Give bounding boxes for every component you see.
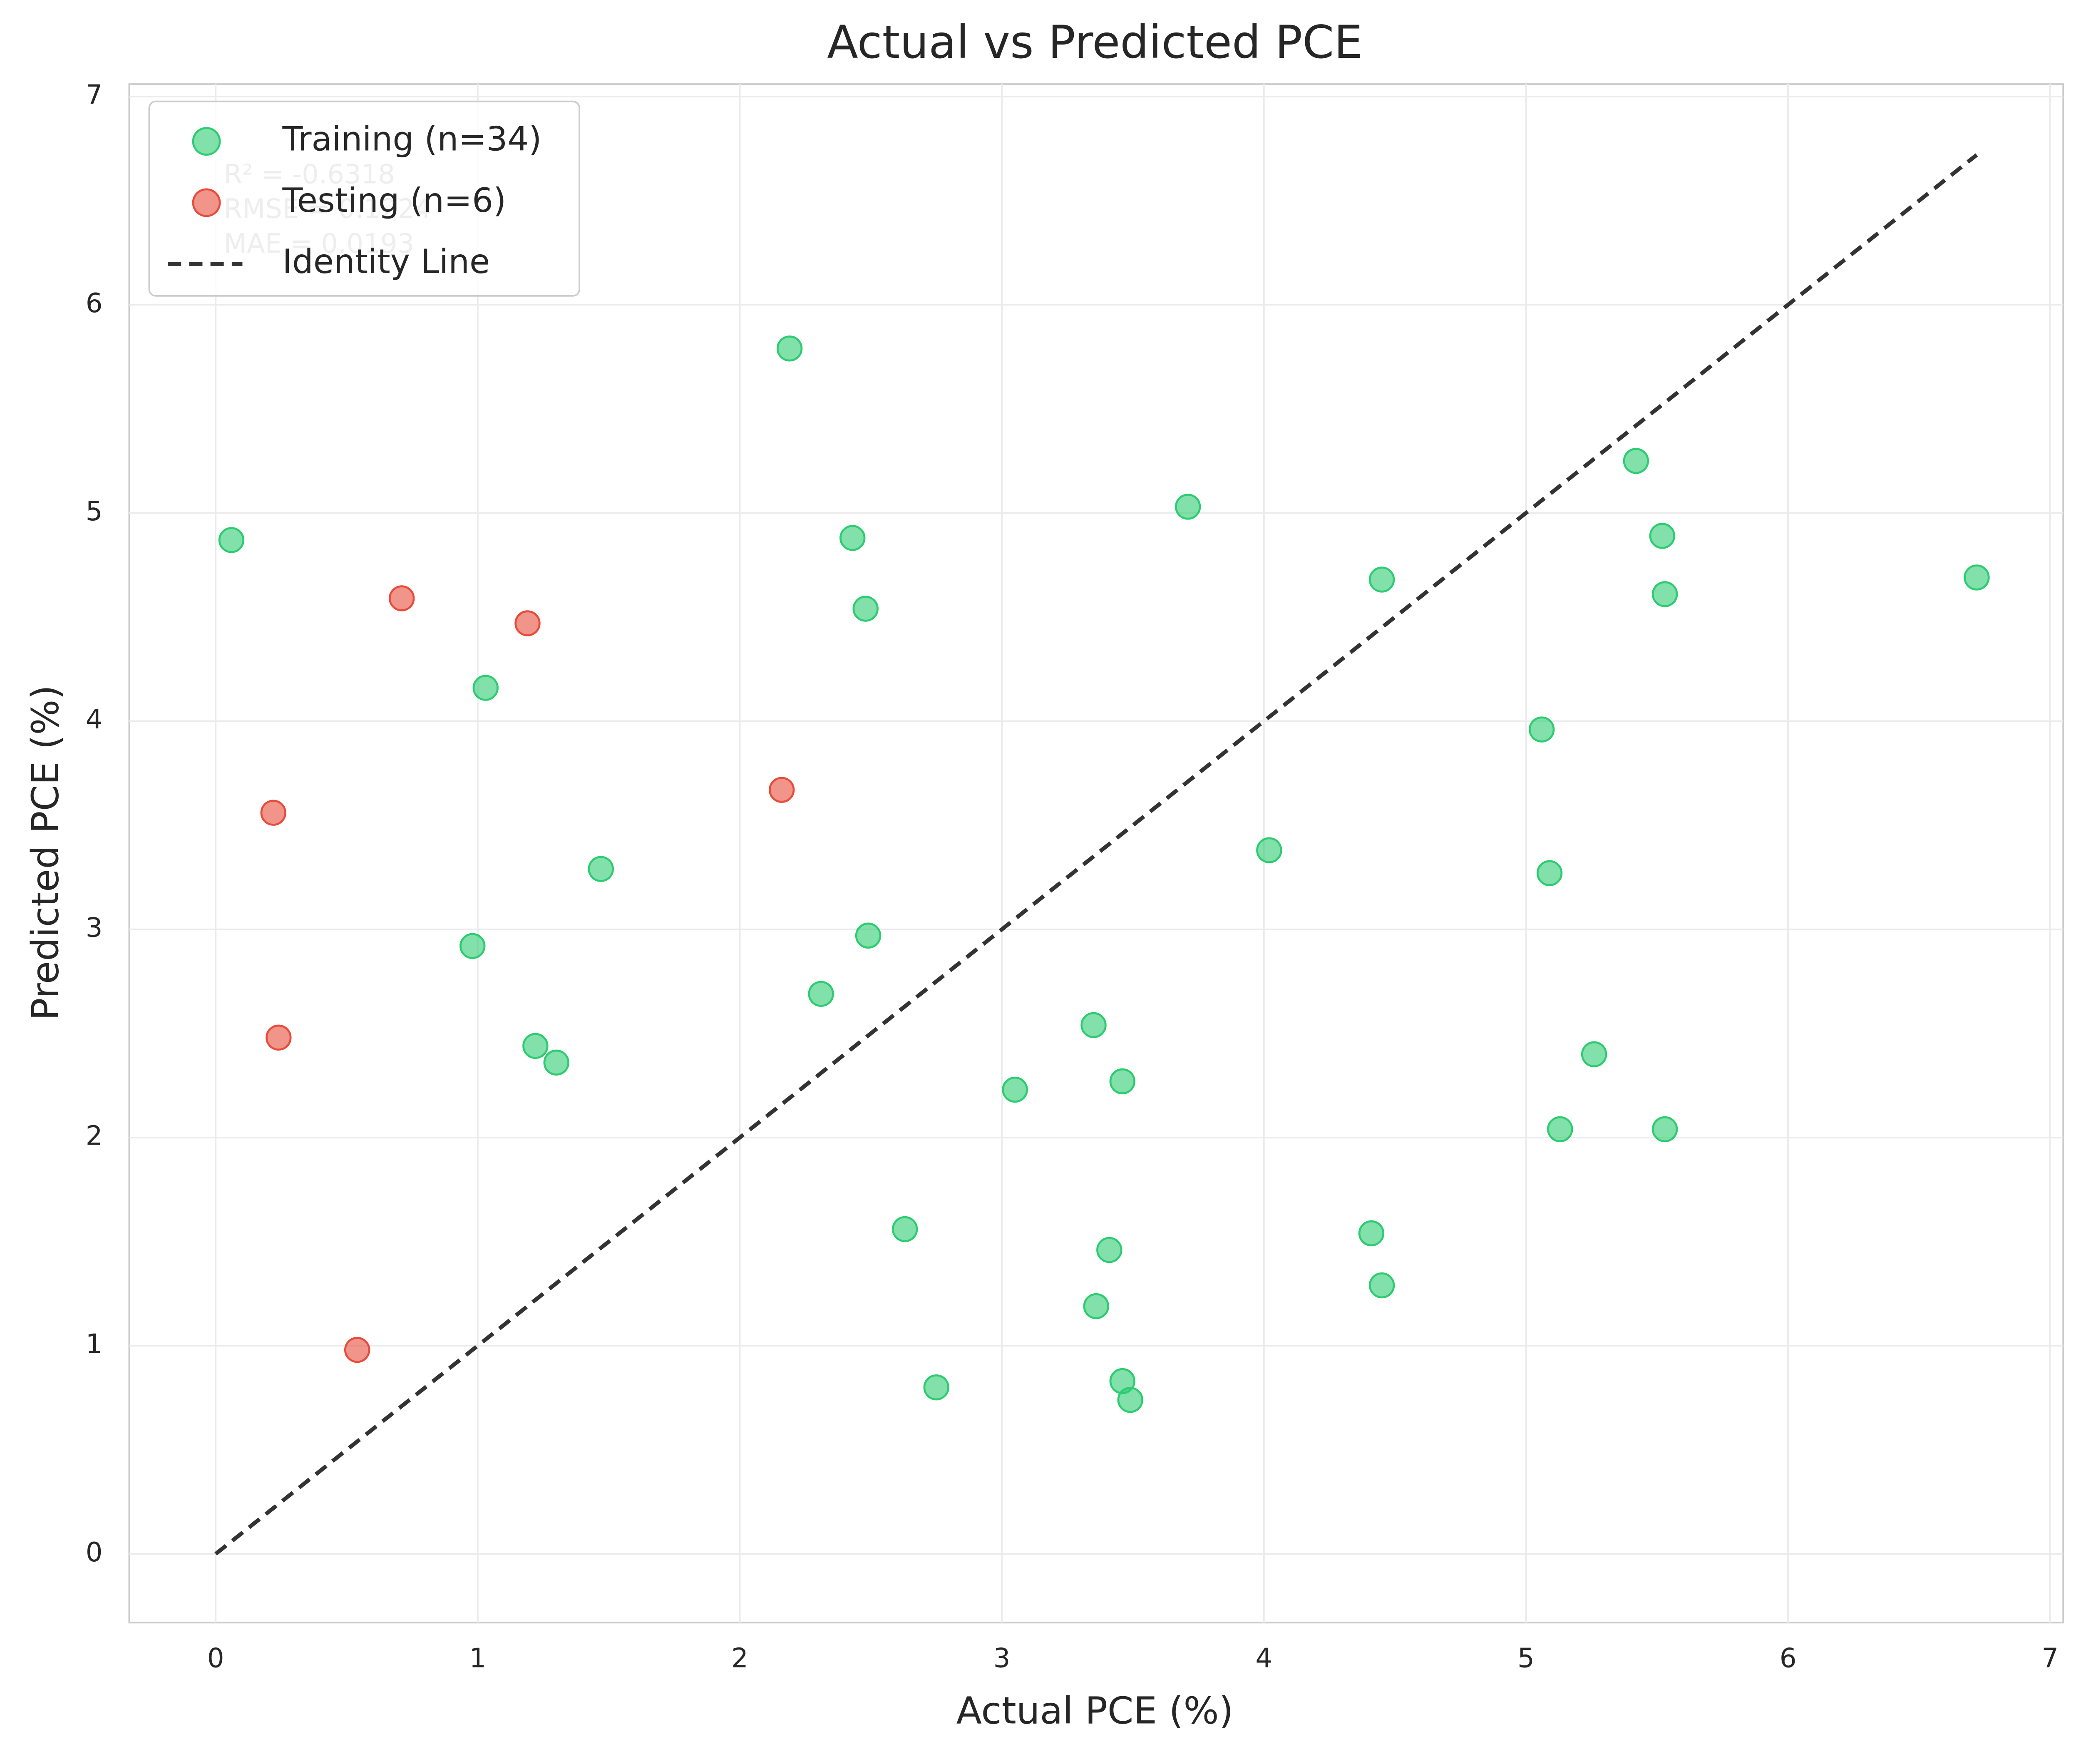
legend-swatch bbox=[192, 127, 221, 156]
legend-label: Testing (n=6) bbox=[282, 181, 506, 220]
legend-swatch bbox=[192, 188, 221, 217]
data-point bbox=[1547, 1116, 1573, 1143]
data-point bbox=[1080, 1012, 1107, 1039]
data-point bbox=[514, 610, 541, 636]
data-point bbox=[855, 922, 882, 949]
legend: R² = -0.6318RMSE = 0.1224MAE = 0.0193Tra… bbox=[148, 100, 581, 297]
data-point bbox=[543, 1049, 569, 1076]
y-tick-label: 4 bbox=[86, 704, 103, 735]
x-tick-label: 2 bbox=[731, 1643, 748, 1674]
data-point bbox=[923, 1374, 949, 1401]
data-point bbox=[1117, 1386, 1143, 1413]
x-tick-label: 7 bbox=[2041, 1643, 2059, 1674]
data-point bbox=[389, 585, 415, 611]
y-tick-label: 6 bbox=[86, 288, 103, 319]
data-point bbox=[1256, 837, 1282, 863]
data-point bbox=[1096, 1237, 1122, 1263]
data-point bbox=[1536, 860, 1563, 886]
chart-title: Actual vs Predicted PCE bbox=[827, 16, 1363, 69]
data-point bbox=[1368, 1272, 1395, 1299]
data-point bbox=[588, 856, 614, 882]
data-point bbox=[839, 525, 866, 551]
x-tick-label: 6 bbox=[1780, 1643, 1797, 1674]
identity-line bbox=[214, 153, 1978, 1556]
data-point bbox=[1964, 564, 1990, 591]
data-point bbox=[218, 527, 245, 553]
data-point bbox=[459, 933, 486, 959]
y-tick-label: 1 bbox=[86, 1329, 103, 1360]
x-tick-label: 5 bbox=[1517, 1643, 1535, 1674]
y-axis-label: Predicted PCE (%) bbox=[24, 685, 67, 1021]
data-point bbox=[852, 596, 879, 622]
data-point bbox=[344, 1337, 370, 1363]
data-point bbox=[1529, 716, 1555, 743]
data-point bbox=[266, 1024, 292, 1051]
data-point bbox=[1651, 1116, 1678, 1143]
data-point bbox=[769, 777, 795, 803]
legend-box bbox=[148, 100, 581, 297]
y-tick-label: 5 bbox=[86, 496, 103, 527]
data-point bbox=[1649, 523, 1676, 549]
y-tick-label: 3 bbox=[86, 912, 103, 943]
data-point bbox=[260, 800, 286, 826]
legend-label: Identity Line bbox=[282, 242, 490, 281]
data-point bbox=[1581, 1041, 1607, 1068]
marks bbox=[214, 153, 1990, 1556]
x-tick-label: 3 bbox=[993, 1643, 1011, 1674]
data-point bbox=[1368, 566, 1395, 593]
data-point bbox=[776, 335, 803, 362]
y-tick-label: 7 bbox=[86, 80, 103, 111]
y-tick-label: 0 bbox=[86, 1537, 103, 1568]
data-point bbox=[1083, 1293, 1110, 1319]
x-axis-label: Actual PCE (%) bbox=[956, 1689, 1234, 1732]
x-tick-label: 0 bbox=[207, 1643, 224, 1674]
data-point bbox=[892, 1216, 918, 1242]
x-tick-label: 4 bbox=[1255, 1643, 1272, 1674]
data-point bbox=[1175, 494, 1201, 520]
y-tick-label: 2 bbox=[86, 1121, 103, 1152]
data-point bbox=[808, 981, 834, 1007]
data-point bbox=[1109, 1068, 1135, 1095]
data-point bbox=[472, 675, 499, 701]
grid: 0 1 2 3 4 5 6 7 0 1 2 3 4 5 6 7 bbox=[86, 80, 2064, 1674]
data-point bbox=[1002, 1076, 1028, 1103]
data-point bbox=[1623, 448, 1649, 474]
data-point bbox=[1358, 1220, 1385, 1247]
data-point bbox=[1651, 581, 1678, 607]
legend-label: Training (n=34) bbox=[282, 120, 541, 159]
data-point bbox=[522, 1033, 549, 1059]
x-tick-label: 1 bbox=[469, 1643, 486, 1674]
